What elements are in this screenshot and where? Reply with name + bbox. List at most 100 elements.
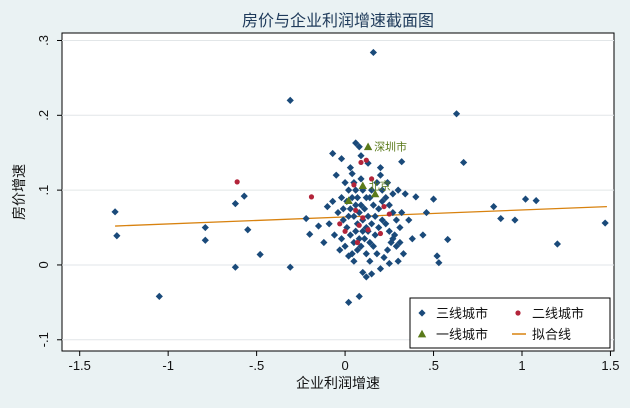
tier2-city-point xyxy=(381,203,387,210)
tier3-city-point xyxy=(392,216,400,224)
tier3-city-point xyxy=(369,48,377,57)
tier3-city-point xyxy=(314,222,323,230)
tier3-city-point xyxy=(490,202,498,211)
tier3-city-point xyxy=(339,205,347,213)
annotation-label: 北京 xyxy=(369,179,391,193)
tier3-city-point xyxy=(355,143,363,151)
tier3-city-point xyxy=(389,208,397,217)
tier2-city-point xyxy=(365,227,371,233)
tier3-city-point xyxy=(113,232,121,240)
tier3-city-point xyxy=(373,250,381,258)
tier3-city-point xyxy=(399,250,408,258)
tier3-city-point xyxy=(383,179,392,187)
tier3-city-point xyxy=(396,238,404,247)
tier3-city-point xyxy=(359,268,367,277)
tier3-city-point xyxy=(362,273,370,281)
tier2-city-point xyxy=(360,215,366,221)
x-tick-label: -.5 xyxy=(249,358,264,373)
tier3-city-point xyxy=(357,242,365,250)
tier3-city-point xyxy=(433,252,441,260)
legend-label: 拟合线 xyxy=(532,328,571,343)
tier3-city-point xyxy=(302,214,310,223)
tier3-city-point xyxy=(111,208,119,216)
tier2-city-point xyxy=(337,221,343,227)
tier3-city-point xyxy=(348,170,356,178)
tier1-city-point xyxy=(370,189,380,198)
tier3-city-point xyxy=(364,212,372,220)
tier3-city-point xyxy=(325,220,333,228)
y-tick-label: .1 xyxy=(36,185,51,196)
y-tick-label: 0 xyxy=(36,261,51,268)
tier3-city-point xyxy=(346,164,354,172)
x-tick-label: -1.5 xyxy=(68,358,90,373)
y-axis-label: 房价增速 xyxy=(12,164,28,220)
tier3-city-point xyxy=(362,223,370,232)
tier2-city-point xyxy=(358,159,364,166)
legend-box xyxy=(409,297,611,349)
tier3-city-point xyxy=(337,235,346,243)
legend-swatch-tier2-city-point xyxy=(515,310,521,316)
tier3-city-point xyxy=(369,242,377,250)
x-tick-label: -1 xyxy=(162,358,174,373)
tier3-city-point xyxy=(345,298,353,306)
tier1-city-point xyxy=(344,196,353,204)
tier3-city-point xyxy=(348,250,356,258)
tier3-city-point xyxy=(350,212,358,220)
tier3-city-point xyxy=(343,223,351,232)
tier3-city-point xyxy=(398,208,406,217)
tier3-city-point xyxy=(521,195,530,203)
tier3-city-point xyxy=(368,186,376,194)
tier3-city-point xyxy=(231,199,239,208)
x-tick-label: .5 xyxy=(428,358,439,373)
tier3-city-point xyxy=(382,194,390,202)
tier2-city-point xyxy=(234,179,240,185)
tier3-city-point xyxy=(256,250,264,259)
tier3-city-point xyxy=(378,186,386,194)
x-axis-label: 企业利润增速 xyxy=(296,375,380,392)
tier3-city-point xyxy=(306,230,314,238)
tier3-city-point xyxy=(350,238,358,247)
annotation-label: 深圳市 xyxy=(374,140,407,154)
tier3-city-point xyxy=(341,179,349,187)
legend-label: 三线城市 xyxy=(436,306,488,322)
tier3-city-point xyxy=(339,216,347,224)
tier3-city-point xyxy=(405,216,413,224)
tier3-city-point xyxy=(401,190,409,198)
tier3-city-point xyxy=(460,158,468,167)
tier3-city-point xyxy=(329,149,337,158)
tier3-city-point xyxy=(362,250,370,258)
tier3-city-point xyxy=(511,216,519,224)
tier3-city-point xyxy=(452,110,461,118)
tier3-city-point xyxy=(371,212,379,220)
tier3-city-point xyxy=(334,208,342,217)
tier3-city-point xyxy=(332,171,340,179)
tier3-city-point xyxy=(419,231,427,239)
tier3-city-point xyxy=(369,201,377,209)
x-tick-label: 1 xyxy=(518,358,525,373)
tier3-city-point xyxy=(286,96,294,104)
tier3-city-point xyxy=(366,238,374,247)
tier3-city-point xyxy=(345,212,353,220)
tier3-city-point xyxy=(155,292,163,300)
x-tick-label: 0 xyxy=(341,358,348,373)
tier3-city-point xyxy=(380,253,388,262)
tier3-city-point xyxy=(357,201,365,209)
tier3-city-point xyxy=(352,186,360,194)
tier3-city-point xyxy=(394,186,402,194)
tier3-city-point xyxy=(364,159,372,167)
tier2-city-point xyxy=(342,228,348,234)
tier2-city-point xyxy=(308,194,315,200)
tier3-city-point xyxy=(320,238,328,247)
tier3-city-point xyxy=(323,202,331,211)
tier3-city-point xyxy=(352,201,360,209)
tier2-city-point xyxy=(386,211,392,217)
tier3-city-point xyxy=(350,257,358,265)
tier3-city-point xyxy=(286,263,294,271)
tier1-city-point xyxy=(358,181,367,189)
legend-swatch-tier3-city-point xyxy=(418,309,426,317)
tier3-city-point xyxy=(394,257,402,265)
tier3-city-point xyxy=(368,220,376,228)
tier3-city-point xyxy=(375,223,383,232)
tier3-city-point xyxy=(371,231,379,239)
